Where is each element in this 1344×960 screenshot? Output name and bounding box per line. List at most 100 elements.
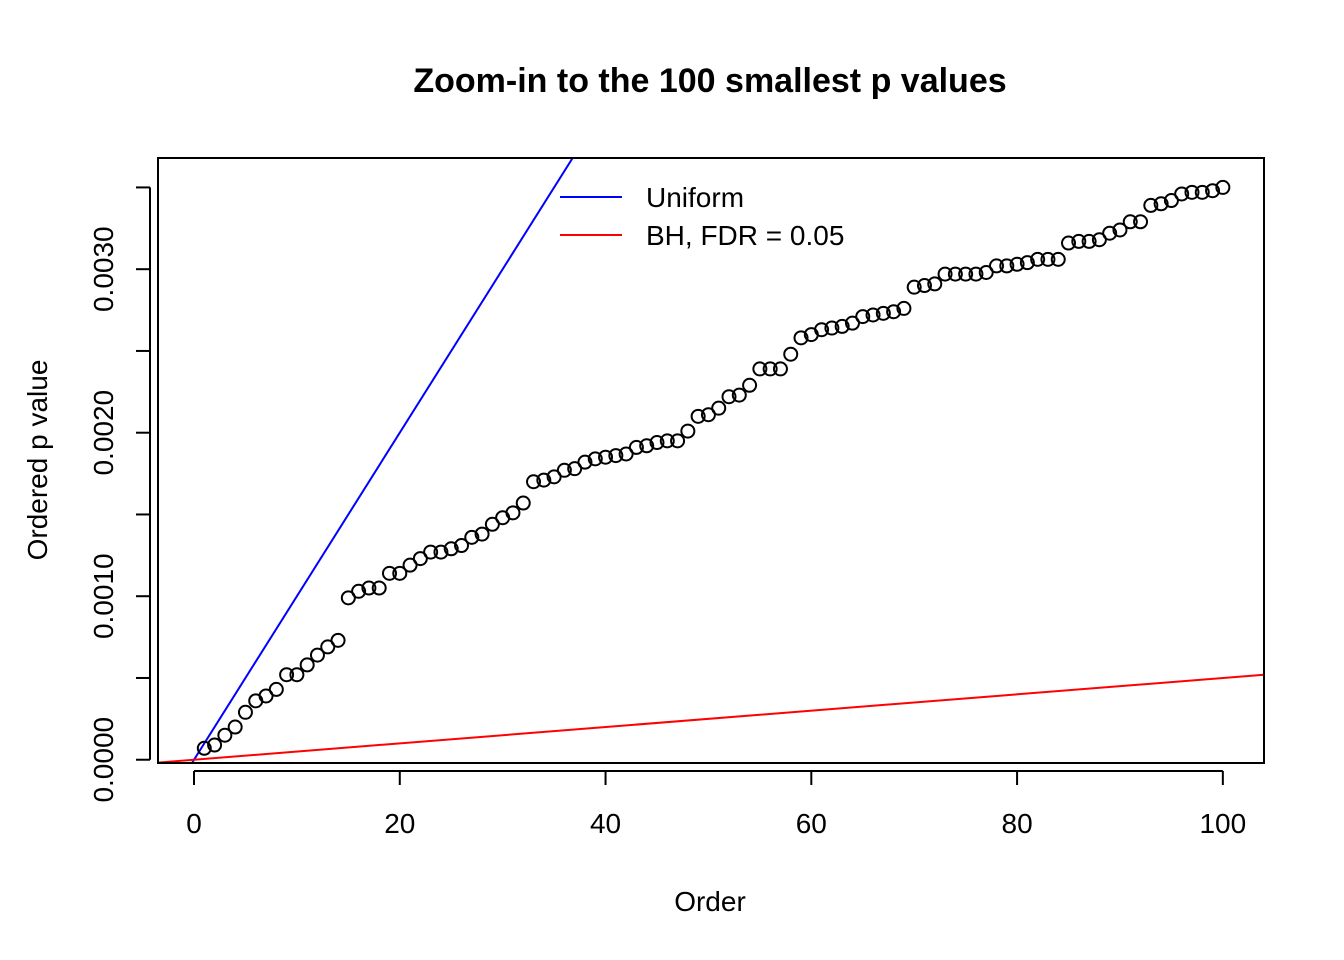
- data-point: [752, 361, 768, 377]
- data-point: [237, 704, 253, 720]
- data-point: [598, 449, 614, 465]
- data-point: [371, 580, 387, 596]
- data-point: [937, 266, 953, 282]
- x-tick-label: 40: [590, 808, 621, 839]
- data-point: [670, 433, 686, 449]
- data-point: [649, 435, 665, 451]
- data-point: [999, 258, 1015, 274]
- data-point: [680, 423, 696, 439]
- data-point: [340, 590, 356, 606]
- data-point: [700, 407, 716, 423]
- data-point: [906, 279, 922, 295]
- data-point: [711, 400, 727, 416]
- data-point: [556, 462, 572, 478]
- data-point: [279, 667, 295, 683]
- data-point: [1163, 193, 1179, 209]
- legend: Uniform BH, FDR = 0.05: [560, 182, 844, 251]
- data-point: [412, 551, 428, 567]
- data-point: [381, 565, 397, 581]
- data-point: [1019, 255, 1035, 271]
- data-point: [268, 681, 284, 697]
- data-point: [443, 541, 459, 557]
- data-point: [608, 448, 624, 464]
- x-tick-label: 20: [384, 808, 415, 839]
- chart-title: Zoom-in to the 100 smallest p values: [413, 62, 1006, 100]
- data-point: [1091, 232, 1107, 248]
- data-point: [1122, 214, 1138, 230]
- data-point: [958, 266, 974, 282]
- data-point: [258, 688, 274, 704]
- x-axis-label: Order: [674, 886, 746, 917]
- data-point: [1102, 225, 1118, 241]
- y-tick-label: 0.0010: [88, 553, 119, 639]
- data-point: [721, 389, 737, 405]
- data-point: [659, 433, 675, 449]
- data-point: [618, 446, 634, 462]
- data-point: [1184, 184, 1200, 200]
- y-axis-label: Ordered p value: [22, 360, 53, 561]
- data-point: [762, 361, 778, 377]
- data-point: [1143, 197, 1159, 213]
- data-point: [793, 330, 809, 346]
- data-point: [1205, 183, 1221, 199]
- data-point: [464, 529, 480, 545]
- data-point: [515, 495, 531, 511]
- data-point: [1030, 251, 1046, 267]
- data-point: [587, 451, 603, 467]
- data-point: [536, 472, 552, 488]
- data-point: [1194, 184, 1210, 200]
- data-point: [690, 408, 706, 424]
- data-point: [639, 438, 655, 454]
- reference-lines: [158, 158, 1264, 763]
- data-point: [875, 305, 891, 321]
- legend-label-uniform: Uniform: [646, 182, 744, 213]
- y-tick-label: 0.0030: [88, 226, 119, 312]
- data-point: [1040, 251, 1056, 267]
- data-point: [402, 557, 418, 573]
- data-point: [546, 469, 562, 485]
- data-point: [1133, 214, 1149, 230]
- data-point: [196, 740, 212, 756]
- y-axis: 0.0000 0.0010 0.0020 0.0030: [88, 186, 151, 803]
- x-tick-label: 60: [796, 808, 827, 839]
- x-tick-label: 80: [1002, 808, 1033, 839]
- data-point: [628, 439, 644, 455]
- data-point: [927, 276, 943, 292]
- data-point: [454, 538, 470, 554]
- data-point: [309, 647, 325, 663]
- data-point: [505, 505, 521, 521]
- data-point: [1061, 235, 1077, 251]
- data-point: [916, 278, 932, 294]
- data-point: [207, 737, 223, 753]
- y-tick-label: 0.0020: [88, 390, 119, 476]
- data-point: [577, 454, 593, 470]
- data-point: [474, 526, 490, 542]
- x-tick-label: 100: [1199, 808, 1246, 839]
- data-point: [834, 318, 850, 334]
- data-point: [1071, 233, 1087, 249]
- data-point: [865, 307, 881, 323]
- data-point: [731, 387, 747, 403]
- data-point: [1050, 251, 1066, 267]
- data-point: [526, 474, 542, 490]
- data-point: [217, 727, 233, 743]
- data-point: [392, 565, 408, 581]
- data-point: [351, 583, 367, 599]
- data-point: [1215, 179, 1231, 195]
- data-point: [978, 264, 994, 280]
- data-point: [844, 315, 860, 331]
- reference-line-bh: [158, 673, 1264, 763]
- data-point: [433, 544, 449, 560]
- data-point: [320, 639, 336, 655]
- data-point: [567, 461, 583, 477]
- data-point: [772, 361, 788, 377]
- data-point: [361, 580, 377, 596]
- data-point: [330, 632, 346, 648]
- data-point: [1112, 222, 1128, 238]
- data-point: [423, 544, 439, 560]
- y-tick-label: 0.0000: [88, 717, 119, 803]
- x-tick-label: 0: [186, 808, 202, 839]
- data-point: [968, 266, 984, 282]
- data-point: [783, 346, 799, 362]
